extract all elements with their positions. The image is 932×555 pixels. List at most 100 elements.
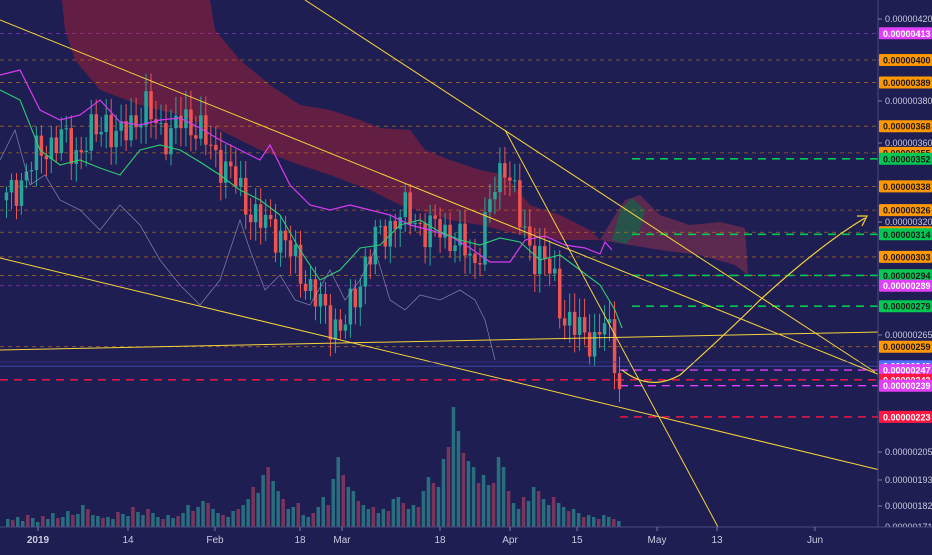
volume-bar [506,491,511,527]
price-level-label: 0.00000223 [883,412,931,422]
price-level-badge[interactable] [879,120,932,133]
price-level-label: 0.00000400 [883,56,931,66]
price-level-badge[interactable] [879,340,932,353]
candle-body [79,150,83,153]
price-level-badge[interactable] [879,152,932,165]
chikou-span-line [0,128,496,361]
volume-bar [16,517,20,527]
price-level-badge[interactable] [879,379,932,392]
candle-body [244,177,248,215]
volume-bar [581,517,586,527]
price-level-badge[interactable] [879,364,932,377]
volume-bar [326,505,330,527]
candle-body [268,214,273,220]
candle-body [543,246,547,259]
price-level-label: 0.00000338 [883,182,931,192]
candle-body [69,128,73,164]
candle-body [293,244,298,257]
price-level-badge[interactable] [879,228,932,241]
candle-body [129,115,133,141]
volume-bar [366,509,371,527]
volume-bar [296,503,300,527]
volume-bar [356,501,361,527]
volume-bar [511,503,516,527]
volume-bar [266,467,270,527]
price-level-badge[interactable] [879,27,932,40]
price-level-badge[interactable] [879,180,932,193]
candle-body [209,144,213,146]
candle-body [49,137,54,160]
price-level-badge[interactable] [879,54,932,66]
time-axis-label: 13 [711,535,723,546]
candle-body [199,115,203,139]
candle-body [149,91,153,120]
volume-bar [176,516,180,527]
candle-body [273,219,278,253]
candle-body [4,192,9,201]
candle-body [398,217,402,230]
volume-bar [186,505,190,527]
volume-bar [66,511,70,527]
candle-body [413,222,417,225]
time-axis-label: 2019 [27,535,50,546]
volume-bar [491,483,496,527]
candle-body [313,279,318,307]
price-level-badge[interactable] [879,250,932,263]
candle-body [303,283,308,292]
volume-bar [201,501,205,527]
price-axis-tick-label: 0.00000320 [885,217,932,227]
candle-body [567,311,572,326]
volume-bar [586,515,591,527]
price-level-badge[interactable] [879,410,932,423]
volume-bar [341,475,345,527]
candle-body [328,305,333,340]
candle-body [587,332,592,357]
candle-body [562,318,567,326]
candle-body [144,91,148,126]
volume-bar [111,519,115,527]
price-level-badge[interactable] [879,279,932,292]
volume-bar [526,501,531,527]
price-level-badge[interactable] [879,269,932,282]
price-level-label: 0.00000326 [883,206,931,216]
candle-body [548,258,552,274]
volume-bar [541,499,546,527]
candle-body [308,279,313,291]
volume-bar [346,487,351,527]
volume-bar [251,487,255,527]
volume-bar [592,517,596,527]
volume-bar [116,512,120,527]
candle-body [333,319,338,340]
price-axis-tick-label: 0.00000420 [885,14,932,24]
volume-bar [471,467,476,527]
volume-bar [446,447,451,527]
volume-bar [461,453,466,527]
candle-body [283,230,288,241]
price-level-badge[interactable] [879,300,932,313]
volume-bar [321,497,325,527]
volume-bar [181,513,185,527]
volume-bar [361,505,366,527]
candle-body [558,268,562,319]
ichimoku-cloud-bearish [62,0,600,240]
candle-body [572,311,577,335]
price-level-label: 0.00000294 [883,271,931,281]
volume-bar [106,517,110,527]
candle-body [39,135,44,156]
candle-body [278,230,283,253]
price-level-badge[interactable] [879,76,932,89]
candle-body [418,222,422,224]
volume-bar [246,499,250,527]
candle-body [119,121,123,131]
price-level-badge[interactable] [879,204,932,217]
volume-bar [101,518,105,527]
candle-body [134,115,138,128]
candle-body [363,256,368,287]
candle-body [503,163,507,178]
volume-bar [46,519,50,527]
time-axis-panel [0,527,932,550]
candle-body [179,115,183,129]
candle-body [24,171,29,181]
